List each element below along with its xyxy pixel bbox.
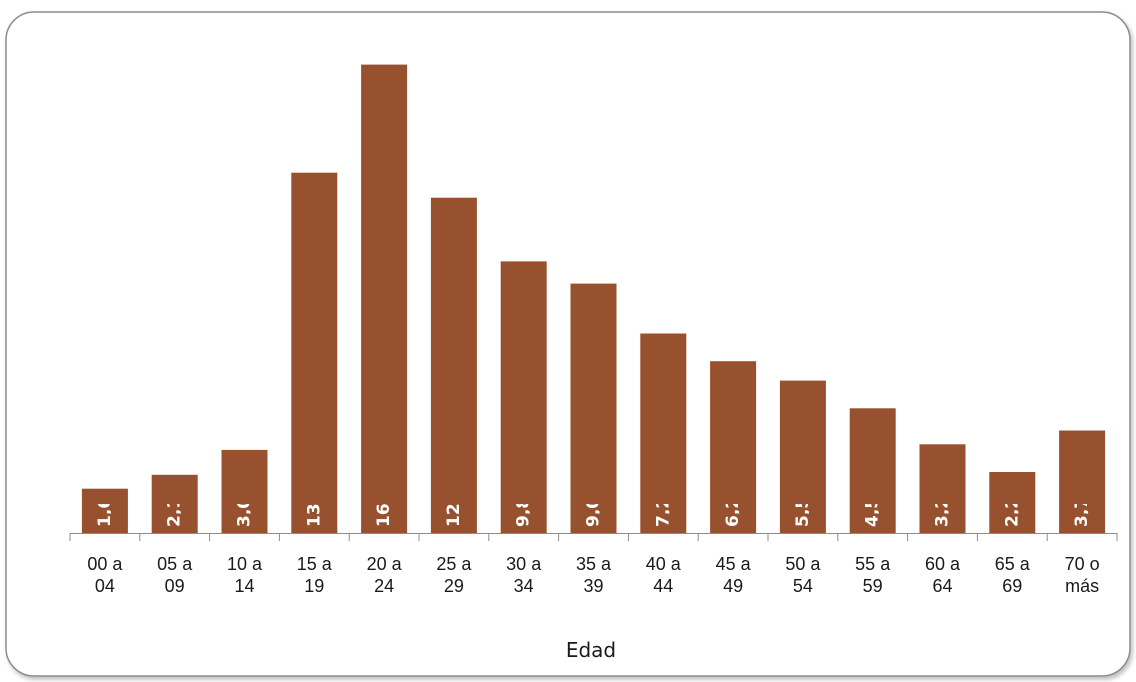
x-tick-label-8: 40 a 44 (646, 554, 682, 596)
data-label-10: 5,5% (793, 480, 813, 527)
x-tick-label-6: 30 a 34 (506, 554, 542, 596)
x-tick-label-4: 20 a 24 (367, 554, 403, 596)
data-label-14: 3,7% (1072, 480, 1092, 527)
bar-12 (919, 444, 966, 533)
x-tick-label-3: 15 a 19 (297, 554, 333, 596)
x-tick-label-10: 50 a 54 (785, 554, 821, 596)
x-tick-label-14: 70 o más (1065, 554, 1100, 596)
data-label-6: 9,8% (514, 480, 534, 527)
bar-5 (430, 197, 477, 533)
x-axis-title: Edad (566, 638, 616, 662)
data-label-4: 16,9% (374, 468, 394, 527)
x-tick-label-13: 65 a 69 (995, 554, 1031, 596)
bar-13 (989, 472, 1036, 533)
x-tick-label-0: 00 a 04 (87, 554, 123, 596)
x-tick-label-2: 10 a 14 (227, 554, 263, 596)
bar-0 (81, 488, 128, 533)
data-label-1: 2,1% (165, 480, 185, 527)
bar-3 (291, 172, 338, 533)
x-tick-label-12: 60 a 64 (925, 554, 961, 596)
bar-10 (779, 380, 826, 533)
x-tick-label-9: 45 a 49 (716, 554, 752, 596)
x-tick-label-1: 05 a 09 (157, 554, 193, 596)
x-tick-label-11: 55 a 59 (855, 554, 891, 596)
data-label-13: 2,2% (1002, 480, 1022, 527)
bar-6 (500, 261, 547, 533)
data-label-0: 1,6% (95, 480, 115, 527)
bar-8 (640, 333, 687, 533)
bar-11 (849, 408, 896, 533)
data-label-12: 3,2% (933, 480, 953, 527)
plot-area: 1,6% 2,1% 3,0% 13,0% 16,9% 12,1% 9,8% 9,0% 7,2% 6… (69, 64, 1118, 596)
chart-border (5, 11, 1131, 677)
data-label-7: 9,0% (584, 480, 604, 527)
x-tick-label-7: 35 a 39 (576, 554, 612, 596)
data-label-2: 3,0% (235, 480, 255, 527)
data-label-9: 6,2% (723, 480, 743, 527)
bar-2 (221, 449, 268, 533)
bar-9 (710, 361, 757, 533)
bar-4 (361, 64, 408, 533)
data-label-11: 4,5% (863, 480, 883, 527)
data-label-3: 13,0% (304, 468, 324, 527)
bar-1 (151, 474, 198, 533)
data-label-5: 12,1% (444, 468, 464, 527)
data-label-8: 7,2% (653, 480, 673, 527)
bar-14 (1059, 430, 1106, 533)
x-tick-label-5: 25 a 29 (436, 554, 472, 596)
bar-7 (570, 283, 617, 533)
